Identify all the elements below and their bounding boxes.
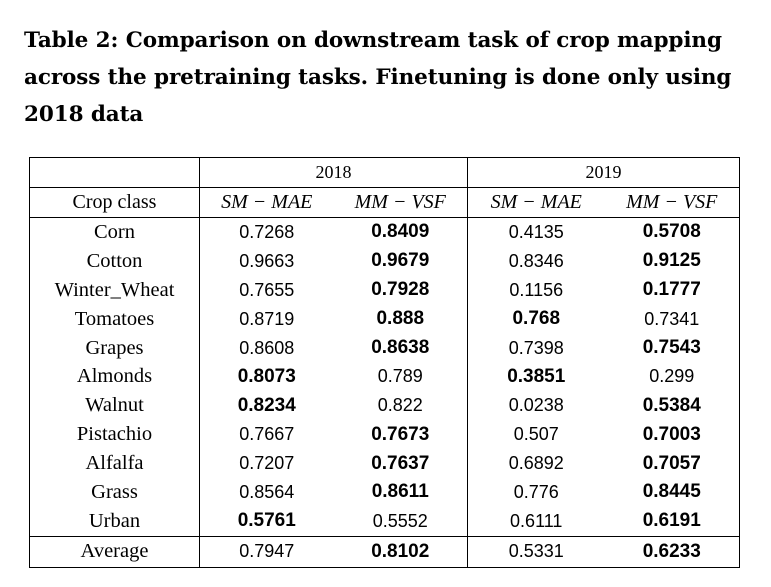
table-row: Tomatoes 0.8719 0.888 0.768 0.7341 bbox=[30, 304, 740, 334]
crop-class-cell: Winter_Wheat bbox=[54, 278, 175, 301]
score-cell: 0.7543 bbox=[642, 337, 701, 358]
score-cell: 0.789 bbox=[377, 366, 423, 387]
table-row: Corn 0.7268 0.8409 0.4135 0.5708 bbox=[30, 217, 740, 247]
score-cell: 0.8608 bbox=[199, 333, 334, 363]
crop-class-cell: Corn bbox=[94, 220, 135, 243]
year-header-2018: 2018 bbox=[199, 157, 468, 188]
score-cell: 0.5331 bbox=[467, 536, 605, 568]
crop-class-cell: Cotton bbox=[86, 249, 143, 272]
score-cell: 0.8234 bbox=[199, 391, 334, 421]
table-row: Urban 0.5761 0.5552 0.6111 0.6191 bbox=[30, 506, 740, 537]
score-cell: 0.5708 bbox=[642, 221, 701, 243]
score-cell: 0.4135 bbox=[467, 217, 605, 247]
score-cell: 0.888 bbox=[376, 308, 425, 330]
score-cell: 0.8564 bbox=[199, 478, 334, 507]
score-cell: 0.1156 bbox=[467, 275, 605, 305]
score-cell: 0.8102 bbox=[371, 540, 430, 562]
score-cell: 0.3851 bbox=[467, 362, 605, 392]
table-row: Cotton 0.9663 0.9679 0.8346 0.9125 bbox=[30, 246, 740, 276]
score-cell: 0.6892 bbox=[467, 449, 605, 479]
score-cell: 0.7655 bbox=[199, 275, 334, 305]
table-caption: Table 2: Comparison on downstream task o… bbox=[24, 28, 732, 127]
average-row: Average 0.7947 0.8102 0.5331 0.6233 bbox=[29, 536, 740, 568]
crop-class-cell: Almonds bbox=[76, 365, 153, 388]
empty-corner-cell bbox=[30, 158, 200, 188]
score-cell: 0.7928 bbox=[371, 279, 430, 301]
crop-class-cell: Urban bbox=[88, 509, 141, 532]
score-cell: 0.9125 bbox=[642, 250, 701, 272]
crop-class-cell: Pistachio bbox=[76, 423, 153, 446]
table-row: Grass 0.8564 0.8611 0.776 0.8445 bbox=[30, 478, 740, 507]
score-cell: 0.9679 bbox=[371, 250, 430, 272]
score-cell: 0.7637 bbox=[371, 452, 430, 474]
results-table: 2018 2019 Crop class SM − MAE MM − VSF S… bbox=[29, 157, 740, 568]
score-cell: 0.7057 bbox=[642, 452, 701, 474]
crop-class-cell: Walnut bbox=[85, 394, 144, 417]
score-cell: 0.8719 bbox=[199, 304, 334, 334]
score-cell: 0.6191 bbox=[642, 510, 701, 532]
model-header: MM − VSF bbox=[626, 191, 718, 213]
crop-class-cell: Tomatoes bbox=[74, 307, 155, 330]
score-cell: 0.7268 bbox=[199, 217, 334, 247]
score-cell: 0.7398 bbox=[467, 333, 605, 363]
score-cell: 0.7207 bbox=[199, 449, 334, 479]
table-row: Alfalfa 0.7207 0.7637 0.6892 0.7057 bbox=[30, 449, 740, 479]
table-row: Walnut 0.8234 0.822 0.0238 0.5384 bbox=[30, 391, 740, 421]
score-cell: 0.9663 bbox=[199, 246, 334, 276]
model-header-row: Crop class SM − MAE MM − VSF SM − MAE MM… bbox=[29, 187, 740, 218]
table-row: Almonds 0.8073 0.789 0.3851 0.299 bbox=[30, 362, 740, 392]
score-cell: 0.776 bbox=[467, 478, 605, 507]
score-cell: 0.8638 bbox=[371, 337, 430, 358]
score-cell: 0.299 bbox=[649, 366, 695, 387]
crop-class-cell: Grapes bbox=[85, 336, 144, 359]
score-cell: 0.6111 bbox=[467, 506, 605, 537]
crop-class-cell: Grass bbox=[91, 480, 138, 503]
score-cell: 0.5384 bbox=[642, 394, 701, 416]
score-cell: 0.822 bbox=[377, 395, 423, 416]
score-cell: 0.7673 bbox=[371, 423, 430, 445]
crop-class-cell: Average bbox=[80, 540, 149, 563]
model-header: MM − VSF bbox=[354, 191, 446, 213]
score-cell: 0.768 bbox=[467, 304, 605, 334]
score-cell: 0.7003 bbox=[642, 423, 701, 445]
score-cell: 0.0238 bbox=[467, 391, 605, 421]
score-cell: 0.507 bbox=[467, 420, 605, 450]
score-cell: 0.8073 bbox=[199, 362, 334, 392]
table-row: Pistachio 0.7667 0.7673 0.507 0.7003 bbox=[30, 420, 740, 450]
score-cell: 0.7341 bbox=[644, 308, 700, 329]
score-cell: 0.8611 bbox=[371, 481, 429, 503]
score-cell: 0.8445 bbox=[642, 481, 701, 503]
score-cell: 0.5552 bbox=[372, 510, 428, 531]
score-cell: 0.5761 bbox=[199, 506, 334, 537]
score-cell: 0.8346 bbox=[467, 246, 605, 276]
score-cell: 0.8409 bbox=[371, 221, 430, 243]
model-header: SM − MAE bbox=[199, 187, 334, 218]
row-header-label: Crop class bbox=[72, 191, 157, 213]
score-cell: 0.6233 bbox=[642, 540, 701, 562]
table-row: Winter_Wheat 0.7655 0.7928 0.1156 0.1777 bbox=[30, 275, 740, 305]
score-cell: 0.1777 bbox=[642, 279, 701, 301]
score-cell: 0.7667 bbox=[199, 420, 334, 450]
crop-class-cell: Alfalfa bbox=[85, 452, 144, 475]
table-row: Grapes 0.8608 0.8638 0.7398 0.7543 bbox=[30, 333, 740, 363]
year-header-2019: 2019 bbox=[467, 157, 740, 188]
model-header: SM − MAE bbox=[467, 187, 605, 218]
score-cell: 0.7947 bbox=[199, 536, 334, 568]
year-header-row: 2018 2019 bbox=[30, 157, 740, 188]
